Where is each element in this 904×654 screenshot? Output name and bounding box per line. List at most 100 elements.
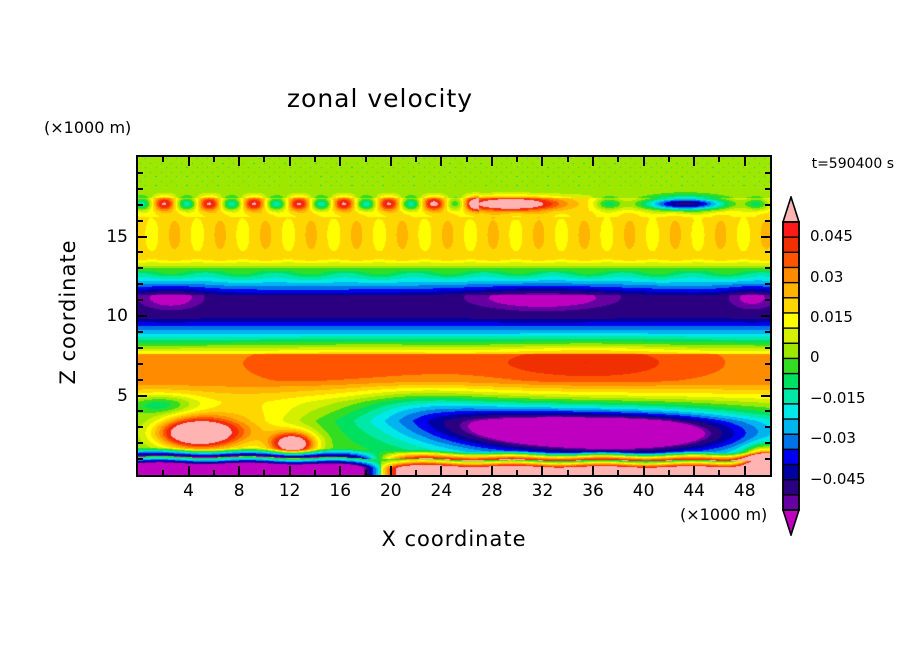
- x-tick-mark: [743, 157, 746, 166]
- colorbar-band: [782, 388, 800, 405]
- x-tick-mark: [592, 466, 595, 475]
- x-tick-mark: [389, 466, 392, 475]
- x-minor-tick: [516, 157, 519, 162]
- y-minor-tick: [765, 410, 770, 413]
- z-axis-unit-label: (×1000 m): [44, 118, 132, 137]
- contour-plot-area[interactable]: [136, 155, 772, 477]
- page-title: zonal velocity: [286, 84, 474, 113]
- x-tick-label: 28: [481, 481, 503, 501]
- y-minor-tick: [138, 187, 143, 190]
- x-minor-tick: [718, 470, 721, 475]
- colorbar-band: [782, 312, 800, 330]
- x-tick-mark: [490, 157, 493, 166]
- x-tick-label: 40: [632, 481, 655, 501]
- x-tick-mark: [743, 466, 746, 475]
- x-tick-mark: [693, 466, 696, 475]
- y-minor-tick: [765, 299, 770, 302]
- colorbar-band: [782, 297, 800, 315]
- colorbar-tick-label: −0.03: [810, 429, 856, 448]
- x-tick-mark: [187, 157, 190, 166]
- x-tick-mark: [440, 466, 443, 475]
- x-tick-mark: [642, 466, 645, 475]
- colorbar-band: [782, 236, 800, 254]
- x-minor-tick: [617, 470, 620, 475]
- y-tick-mark: [761, 235, 770, 238]
- x-minor-tick: [465, 157, 468, 162]
- y-minor-tick: [765, 378, 770, 381]
- x-tick-label: 8: [233, 481, 245, 501]
- y-minor-tick: [765, 346, 770, 349]
- x-minor-tick: [364, 157, 367, 162]
- y-minor-tick: [138, 171, 143, 174]
- x-tick-mark: [592, 157, 595, 166]
- x-tick-mark: [541, 466, 544, 475]
- x-tick-label: 48: [733, 481, 756, 501]
- x-tick-label: 4: [183, 481, 194, 501]
- y-tick-mark: [138, 315, 147, 317]
- colorbar-tick-label: −0.015: [810, 388, 866, 407]
- contour-canvas: [138, 157, 770, 475]
- y-minor-tick: [138, 346, 143, 349]
- x-tick-label: 12: [278, 481, 301, 501]
- x-tick-mark: [238, 466, 241, 475]
- y-minor-tick: [138, 251, 143, 254]
- y-minor-tick: [765, 251, 770, 254]
- x-minor-tick: [718, 157, 721, 162]
- x-minor-tick: [667, 157, 670, 162]
- x-minor-tick: [313, 157, 316, 162]
- y-minor-tick: [138, 458, 143, 461]
- y-minor-tick: [765, 442, 770, 445]
- x-minor-tick: [415, 157, 418, 162]
- x-minor-tick: [162, 157, 165, 162]
- x-tick-mark: [187, 466, 190, 475]
- colorbar-tick-label: 0.015: [810, 308, 853, 326]
- x-tick-mark: [288, 157, 291, 166]
- colorbar[interactable]: [778, 196, 804, 536]
- x-minor-tick: [263, 157, 266, 162]
- y-axis-title: Z coordinate: [56, 239, 80, 385]
- y-minor-tick: [765, 362, 770, 365]
- x-tick-label: 36: [582, 481, 604, 501]
- x-minor-tick: [162, 470, 165, 475]
- y-minor-tick: [138, 203, 143, 206]
- y-minor-tick: [138, 299, 143, 302]
- x-minor-tick: [313, 470, 316, 475]
- x-tick-mark: [642, 157, 645, 166]
- colorbar-band: [782, 357, 800, 375]
- x-minor-tick: [566, 157, 569, 162]
- colorbar-gradient: [781, 196, 801, 536]
- x-tick-label: 16: [329, 481, 352, 501]
- colorbar-band: [782, 281, 800, 299]
- x-tick-label: 24: [430, 481, 453, 501]
- colorbar-over-cap: [781, 196, 801, 223]
- colorbar-band: [782, 327, 800, 345]
- colorbar-band: [782, 478, 800, 496]
- y-tick-label: 15: [106, 226, 128, 247]
- x-minor-tick: [364, 470, 367, 475]
- y-minor-tick: [138, 378, 143, 381]
- x-minor-tick: [566, 470, 569, 475]
- colorbar-under-cap: [781, 509, 801, 536]
- y-minor-tick: [138, 410, 143, 413]
- x-tick-mark: [440, 157, 443, 166]
- y-tick-label: 5: [117, 385, 128, 406]
- colorbar-tick-label: 0.03: [810, 267, 844, 286]
- x-tick-mark: [693, 157, 696, 166]
- y-tick-mark: [761, 315, 770, 317]
- x-minor-tick: [667, 470, 670, 475]
- colorbar-band: [782, 251, 800, 269]
- colorbar-band: [782, 463, 800, 481]
- x-minor-tick: [212, 157, 215, 162]
- y-minor-tick: [765, 330, 770, 333]
- x-tick-label: 44: [683, 481, 705, 501]
- y-minor-tick: [138, 267, 143, 270]
- x-axis-title: X coordinate: [381, 527, 527, 551]
- x-tick-label: 32: [531, 481, 554, 501]
- x-minor-tick: [415, 470, 418, 475]
- colorbar-band: [782, 372, 800, 390]
- x-tick-mark: [541, 157, 544, 166]
- x-minor-tick: [516, 470, 519, 475]
- y-minor-tick: [765, 171, 770, 174]
- x-tick-mark: [238, 157, 241, 166]
- x-axis-unit-label: (×1000 m): [680, 505, 768, 524]
